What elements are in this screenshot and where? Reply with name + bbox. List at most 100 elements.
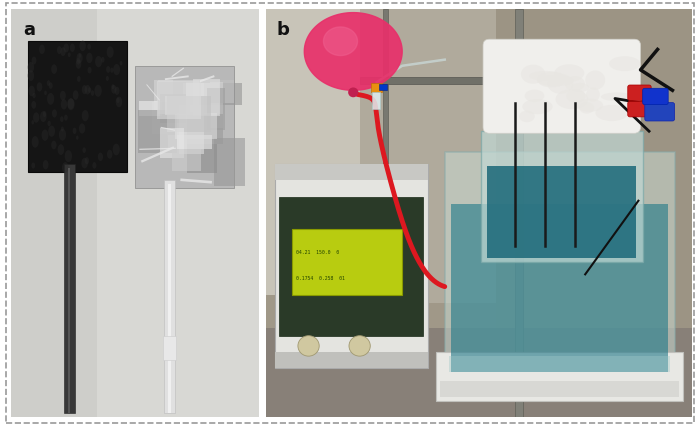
Circle shape	[120, 61, 122, 66]
Circle shape	[41, 130, 48, 141]
Bar	[160, 94, 186, 123]
Circle shape	[95, 56, 102, 67]
Circle shape	[78, 53, 81, 58]
Bar	[158, 82, 186, 114]
Bar	[158, 80, 173, 109]
Circle shape	[43, 160, 48, 170]
Bar	[204, 83, 242, 104]
Ellipse shape	[609, 56, 640, 71]
Circle shape	[32, 57, 36, 64]
Polygon shape	[304, 13, 402, 90]
Circle shape	[85, 85, 90, 95]
Circle shape	[59, 129, 66, 141]
Circle shape	[64, 115, 68, 121]
Circle shape	[29, 86, 35, 96]
Circle shape	[32, 136, 38, 148]
Ellipse shape	[547, 74, 573, 94]
Ellipse shape	[519, 111, 535, 122]
Circle shape	[28, 62, 34, 72]
Circle shape	[67, 98, 75, 110]
Circle shape	[88, 87, 92, 93]
Circle shape	[111, 68, 113, 73]
Circle shape	[64, 43, 69, 52]
Circle shape	[76, 53, 83, 63]
Circle shape	[73, 90, 78, 100]
Circle shape	[76, 58, 80, 65]
Text: a: a	[23, 21, 35, 39]
Circle shape	[81, 158, 88, 168]
Circle shape	[68, 52, 71, 57]
Circle shape	[36, 82, 42, 92]
Ellipse shape	[521, 65, 545, 84]
Bar	[274, 164, 428, 180]
Circle shape	[61, 127, 64, 132]
Bar	[167, 95, 183, 138]
Circle shape	[106, 66, 110, 73]
Bar	[360, 77, 522, 84]
Bar	[207, 88, 225, 130]
Bar	[291, 229, 402, 295]
Circle shape	[67, 98, 74, 109]
Bar	[449, 356, 671, 372]
Circle shape	[113, 144, 120, 155]
Bar	[515, 9, 523, 417]
Bar	[214, 138, 246, 185]
Bar	[68, 168, 70, 413]
Circle shape	[60, 116, 64, 122]
Ellipse shape	[566, 89, 586, 103]
Bar	[187, 114, 223, 144]
Circle shape	[57, 144, 64, 155]
Circle shape	[70, 43, 75, 52]
Ellipse shape	[571, 83, 589, 92]
Circle shape	[64, 150, 72, 162]
Bar	[158, 81, 201, 119]
Circle shape	[86, 53, 92, 63]
Circle shape	[49, 82, 52, 89]
Circle shape	[44, 91, 47, 95]
Bar	[487, 167, 636, 258]
Circle shape	[32, 93, 36, 98]
Bar	[360, 9, 496, 303]
Circle shape	[27, 70, 34, 81]
Ellipse shape	[586, 87, 600, 101]
Circle shape	[33, 112, 39, 123]
Bar	[164, 96, 190, 115]
Circle shape	[94, 85, 101, 97]
Circle shape	[48, 126, 55, 137]
Bar	[155, 80, 199, 112]
Circle shape	[106, 76, 109, 81]
Bar	[175, 112, 217, 138]
Circle shape	[40, 111, 47, 122]
Bar	[372, 92, 380, 109]
Circle shape	[83, 147, 86, 153]
Circle shape	[298, 336, 319, 356]
Circle shape	[107, 150, 113, 159]
Text: 04.21  150.0  0: 04.21 150.0 0	[296, 250, 339, 255]
Circle shape	[111, 84, 115, 89]
Circle shape	[52, 109, 57, 118]
Ellipse shape	[556, 89, 588, 109]
Circle shape	[91, 90, 94, 96]
Circle shape	[116, 98, 120, 103]
Circle shape	[48, 121, 51, 126]
Ellipse shape	[529, 71, 564, 81]
Circle shape	[32, 101, 36, 109]
Circle shape	[106, 46, 113, 58]
Bar	[162, 336, 176, 360]
Bar	[496, 9, 692, 417]
Circle shape	[88, 44, 91, 49]
Circle shape	[76, 135, 78, 140]
Bar	[440, 381, 679, 397]
Ellipse shape	[580, 102, 594, 114]
Ellipse shape	[585, 70, 606, 90]
Circle shape	[111, 85, 116, 94]
Circle shape	[39, 45, 45, 54]
Bar	[210, 81, 235, 103]
Bar	[183, 83, 219, 115]
Bar	[481, 131, 643, 262]
Bar	[167, 95, 211, 132]
Bar	[64, 164, 75, 413]
Circle shape	[43, 111, 46, 117]
Bar	[193, 79, 220, 116]
Circle shape	[60, 91, 66, 101]
